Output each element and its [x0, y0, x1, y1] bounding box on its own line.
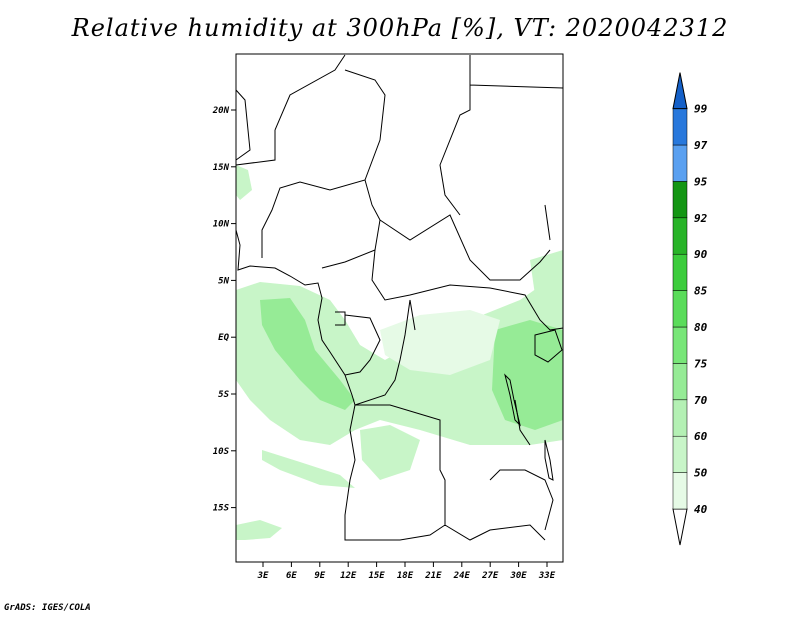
colorbar-segment: [672, 144, 688, 182]
humidity-region-lakes: [492, 320, 563, 430]
humidity-region-core: [260, 298, 355, 410]
longitude-axis: 3E 6E 9E 12E 15E 18E 21E 24E 27E 30E 33E: [257, 562, 556, 581]
colorbar-segment: [672, 253, 688, 291]
colorbar-label: 60: [694, 430, 708, 443]
lon-label: 30E: [509, 571, 527, 581]
lon-label: 24E: [453, 571, 471, 581]
colorbar-label: 50: [694, 467, 708, 480]
country-boundaries: [235, 54, 564, 541]
humidity-region-southwest: [236, 520, 282, 540]
west-africa-coastline: [235, 89, 356, 406]
lon-label: 33E: [538, 571, 556, 581]
latitude-axis: 20N 15N 10N 5N EQ 5S 10S 15S: [212, 106, 236, 514]
lon-label: 21E: [424, 571, 442, 581]
lon-label: 9E: [314, 571, 325, 581]
lon-label: 3E: [257, 571, 269, 581]
colorbar-segment: [672, 399, 688, 437]
colorbar-segment: [672, 363, 688, 401]
colorbar-low-triangle: [672, 508, 688, 546]
colorbar-segment: [672, 181, 688, 219]
lat-label: 10S: [213, 447, 230, 457]
colorbar-label: 97: [694, 139, 708, 152]
lon-label: 18E: [397, 571, 414, 581]
lake-victoria: [534, 329, 563, 363]
colorbar-segment: [672, 217, 688, 255]
lon-label: 27E: [481, 571, 499, 581]
lon-label: 12E: [340, 571, 357, 581]
lat-label: 10N: [213, 220, 230, 230]
colorbar-label: 40: [694, 503, 708, 516]
humidity-region-band: [262, 450, 355, 488]
colorbar-label: 75: [694, 357, 708, 370]
lat-label: 20N: [212, 106, 230, 116]
lat-label: 5S: [218, 390, 229, 400]
colorbar-segment: [672, 290, 688, 328]
colorbar-label: 80: [694, 321, 708, 334]
color-bar-legend: 40 50 60 70 75 80 85 90 92 95 97 99: [672, 72, 708, 546]
colorbar-label: 95: [694, 175, 708, 188]
lake-tanganyika: [504, 373, 521, 427]
humidity-region-center: [380, 310, 500, 375]
humidity-region-sahara-coast: [236, 165, 252, 200]
colorbar-label: 90: [694, 248, 708, 261]
colorbar-label: 99: [694, 103, 708, 116]
colorbar-high-triangle: [672, 72, 688, 110]
colorbar-segment: [672, 472, 688, 510]
lat-label: 15S: [213, 504, 230, 514]
lat-label: 15N: [213, 163, 230, 173]
lat-label: 5N: [218, 276, 229, 286]
colorbar-segment: [672, 326, 688, 364]
humidity-region-south: [360, 425, 420, 480]
map-title: Relative humidity at 300hPa [%], VT: 202…: [71, 14, 729, 42]
humidity-region-north-lake: [530, 250, 563, 295]
colorbar-segment: [672, 108, 688, 146]
grads-credit: GrADS: IGES/COLA: [4, 603, 91, 613]
central-borders: [235, 54, 564, 541]
colorbar-label: 92: [694, 212, 708, 225]
humidity-shading: [236, 165, 563, 540]
colorbar-segment: [672, 435, 688, 473]
lon-label: 6E: [286, 571, 297, 581]
map-frame: [235, 53, 564, 563]
lat-label: EQ: [218, 333, 229, 343]
lon-label: 15E: [368, 571, 385, 581]
lake-malawi: [544, 439, 554, 481]
colorbar-label: 85: [694, 285, 708, 298]
colorbar-label: 70: [694, 394, 708, 407]
